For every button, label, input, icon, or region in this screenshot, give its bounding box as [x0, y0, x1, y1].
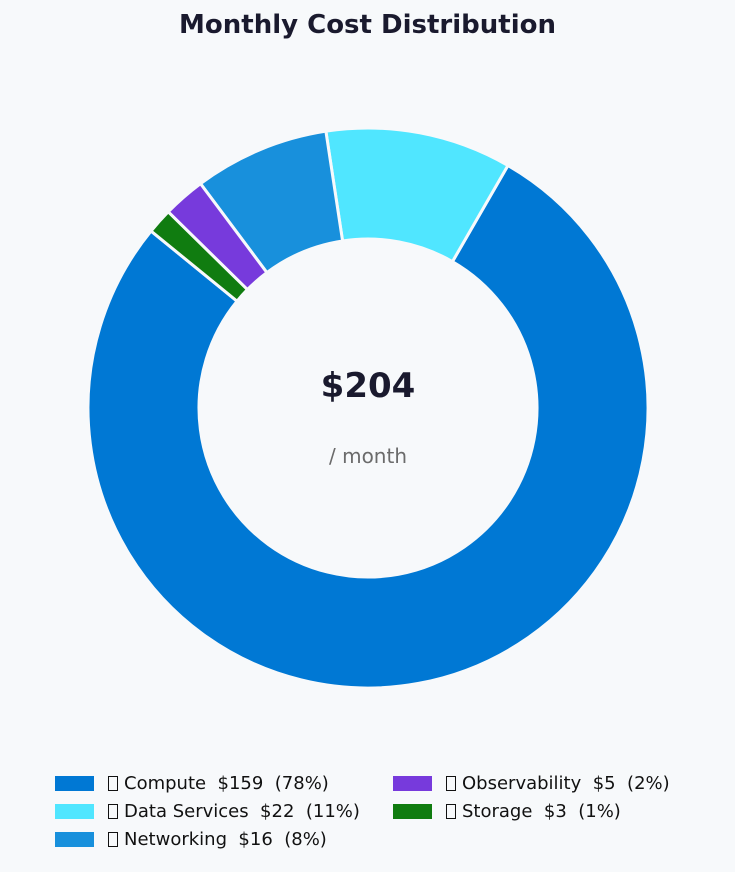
donut-slice-storage	[148, 209, 250, 304]
center-subtitle: / month	[328, 444, 407, 468]
missing-glyph-icon	[108, 831, 118, 847]
donut-slice-compute	[86, 163, 650, 690]
legend-label: Networking $16 (8%)	[124, 828, 327, 850]
legend-label: Observability $5 (2%)	[462, 772, 670, 794]
legend-swatch	[55, 803, 94, 819]
legend-swatch	[55, 775, 94, 791]
missing-glyph-icon	[446, 803, 456, 819]
legend-item-storage: Storage $3 (1%)	[393, 797, 621, 825]
legend-swatch	[393, 803, 432, 819]
legend-swatch	[393, 775, 432, 791]
missing-glyph-icon	[446, 775, 456, 791]
legend-item-compute: Compute $159 (78%)	[55, 769, 329, 797]
legend-item-networking: Networking $16 (8%)	[55, 825, 327, 853]
missing-glyph-icon	[108, 803, 118, 819]
legend-item-data-services: Data Services $22 (11%)	[55, 797, 360, 825]
legend-item-observability: Observability $5 (2%)	[393, 769, 670, 797]
chart-title: Monthly Cost Distribution	[179, 10, 556, 40]
legend-label: Compute $159 (78%)	[124, 772, 329, 794]
center-total: $204	[320, 366, 416, 406]
legend-label: Storage $3 (1%)	[462, 800, 621, 822]
legend-label: Data Services $22 (11%)	[124, 800, 360, 822]
missing-glyph-icon	[108, 775, 118, 791]
legend-swatch	[55, 831, 94, 847]
